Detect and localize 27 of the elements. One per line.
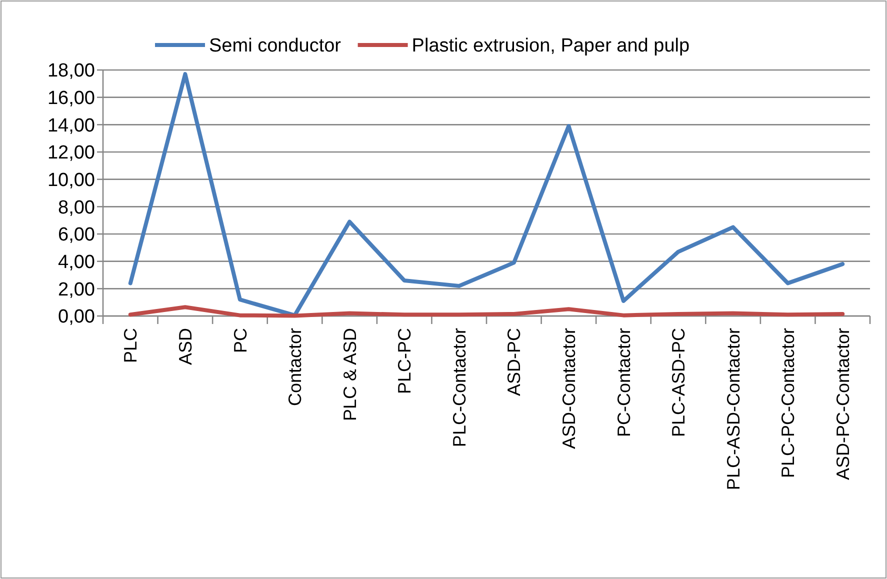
x-tick-label: ASD-PC xyxy=(504,328,524,396)
legend-label: Plastic extrusion, Paper and pulp xyxy=(412,36,690,57)
y-tick-label: 10,00 xyxy=(47,170,95,191)
y-tick-label: 18,00 xyxy=(47,60,95,82)
x-tick-label: Contactor xyxy=(285,328,306,406)
legend-label: Semi conductor xyxy=(209,36,342,57)
y-tick-label: 6,00 xyxy=(58,224,95,246)
y-tick-label: 14,00 xyxy=(47,115,95,136)
y-tick-label: 0,00 xyxy=(58,306,95,328)
x-tick-label: PLC-PC xyxy=(394,328,415,394)
x-tick-label: PLC-ASD-PC xyxy=(668,328,689,438)
x-tick-label: PLC-ASD-Contactor xyxy=(723,328,744,490)
y-tick-label: 4,00 xyxy=(58,252,95,273)
y-tick-label: 12,00 xyxy=(47,142,95,164)
line-series xyxy=(128,305,845,318)
x-tick-label: ASD xyxy=(175,328,196,366)
y-tick-label: 2,00 xyxy=(58,279,95,300)
x-tick-label: PLC xyxy=(120,328,141,364)
x-tick-label: PLC-Contactor xyxy=(449,328,470,448)
x-tick-label: PC-Contactor xyxy=(614,328,634,438)
x-tick-label: PLC-PC-Contactor xyxy=(778,328,798,478)
x-tick-label: ASD-Contactor xyxy=(558,328,579,450)
y-tick-label: 16,00 xyxy=(47,88,95,109)
x-tick-label: PLC & ASD xyxy=(340,328,360,422)
x-tick-label: ASD-PC-Contactor xyxy=(832,328,853,480)
x-tick-label: PC xyxy=(230,328,250,354)
y-tick-label: 8,00 xyxy=(58,197,95,218)
